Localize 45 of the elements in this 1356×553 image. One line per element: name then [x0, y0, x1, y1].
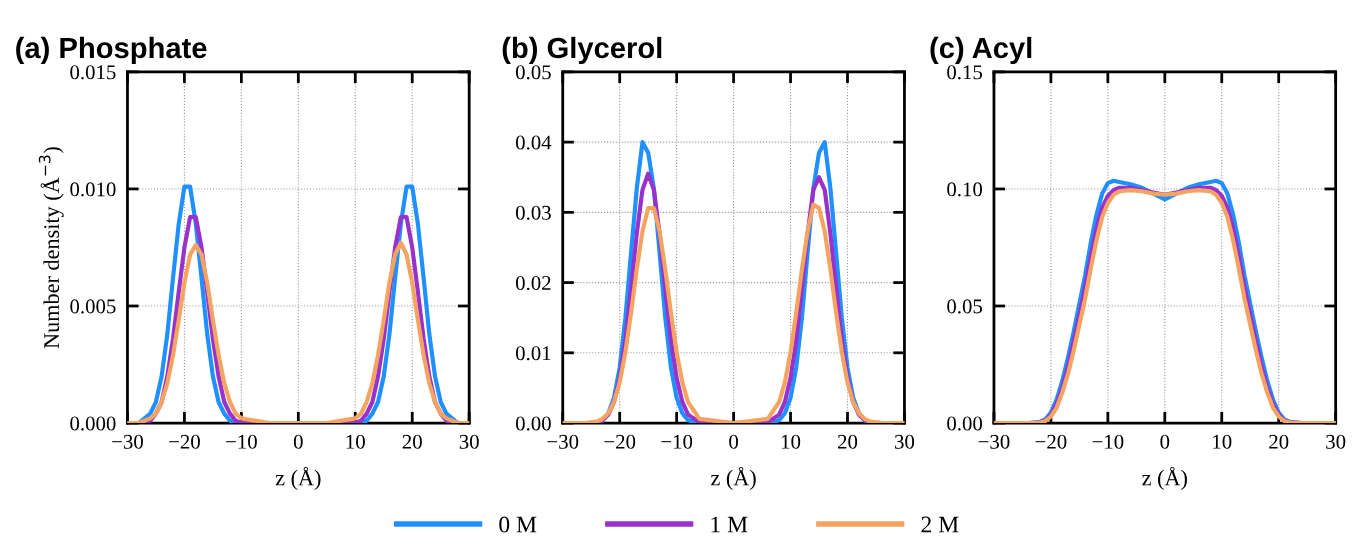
y-tick-label: 0.05: [515, 65, 551, 80]
x-tick-label: 10: [1213, 434, 1232, 449]
x-tick-label: 20: [402, 434, 422, 449]
y-tick-label: 0.10: [947, 182, 983, 197]
y-tick-label: 0.02: [515, 275, 551, 291]
x-tick-label: 0: [293, 434, 303, 449]
y-axis-title: Number density (Å$^{−3}$): [38, 147, 64, 349]
x-tick-label: 0: [1160, 434, 1170, 449]
legend-label: 2 M: [921, 516, 959, 533]
x-tick-label: −20: [169, 434, 200, 449]
y-tick-label: 0.03: [515, 205, 551, 220]
y-tick-label: 0.00: [947, 416, 983, 431]
x-axis-title: z (Å): [1142, 466, 1187, 490]
y-tick-label: 0.05: [947, 299, 983, 314]
legend-label: 0 M: [499, 516, 537, 533]
x-axis-title: z (Å): [711, 466, 756, 490]
x-tick-label: −10: [1092, 434, 1124, 449]
x-tick-label: 30: [1326, 434, 1346, 449]
y-tick-label: 0.00: [515, 416, 551, 431]
x-tick-label: 10: [346, 434, 365, 449]
x-tick-label: −10: [226, 434, 257, 449]
y-tick-label: 0.01: [515, 346, 551, 361]
x-tick-label: −20: [1035, 434, 1067, 449]
x-tick-label: 0: [729, 434, 739, 449]
y-tick-label: 0.015: [70, 65, 116, 80]
x-tick-label: −20: [604, 434, 636, 449]
y-tick-label: 0.15: [947, 65, 983, 80]
legend-label: 1 M: [711, 516, 748, 533]
x-tick-label: 20: [838, 434, 858, 449]
x-tick-label: −30: [112, 434, 143, 449]
x-tick-label: 30: [895, 434, 915, 449]
x-tick-label: −30: [978, 434, 1010, 449]
y-tick-label: 0.005: [70, 299, 116, 314]
y-tick-label: 0.04: [515, 135, 552, 150]
y-tick-label: 0.000: [70, 416, 116, 431]
x-tick-label: −30: [547, 434, 579, 449]
chart-title: (c) Acyl: [930, 36, 1032, 65]
y-tick-label: 0.010: [70, 182, 116, 197]
chart-title: (a) Phosphate: [16, 36, 207, 65]
x-tick-label: −10: [661, 434, 693, 449]
x-axis-title: z (Å): [275, 466, 321, 490]
x-tick-label: 30: [459, 434, 479, 449]
chart-title: (b) Glycerol: [502, 36, 662, 65]
x-tick-label: 10: [781, 434, 801, 449]
x-tick-label: 20: [1269, 434, 1289, 449]
